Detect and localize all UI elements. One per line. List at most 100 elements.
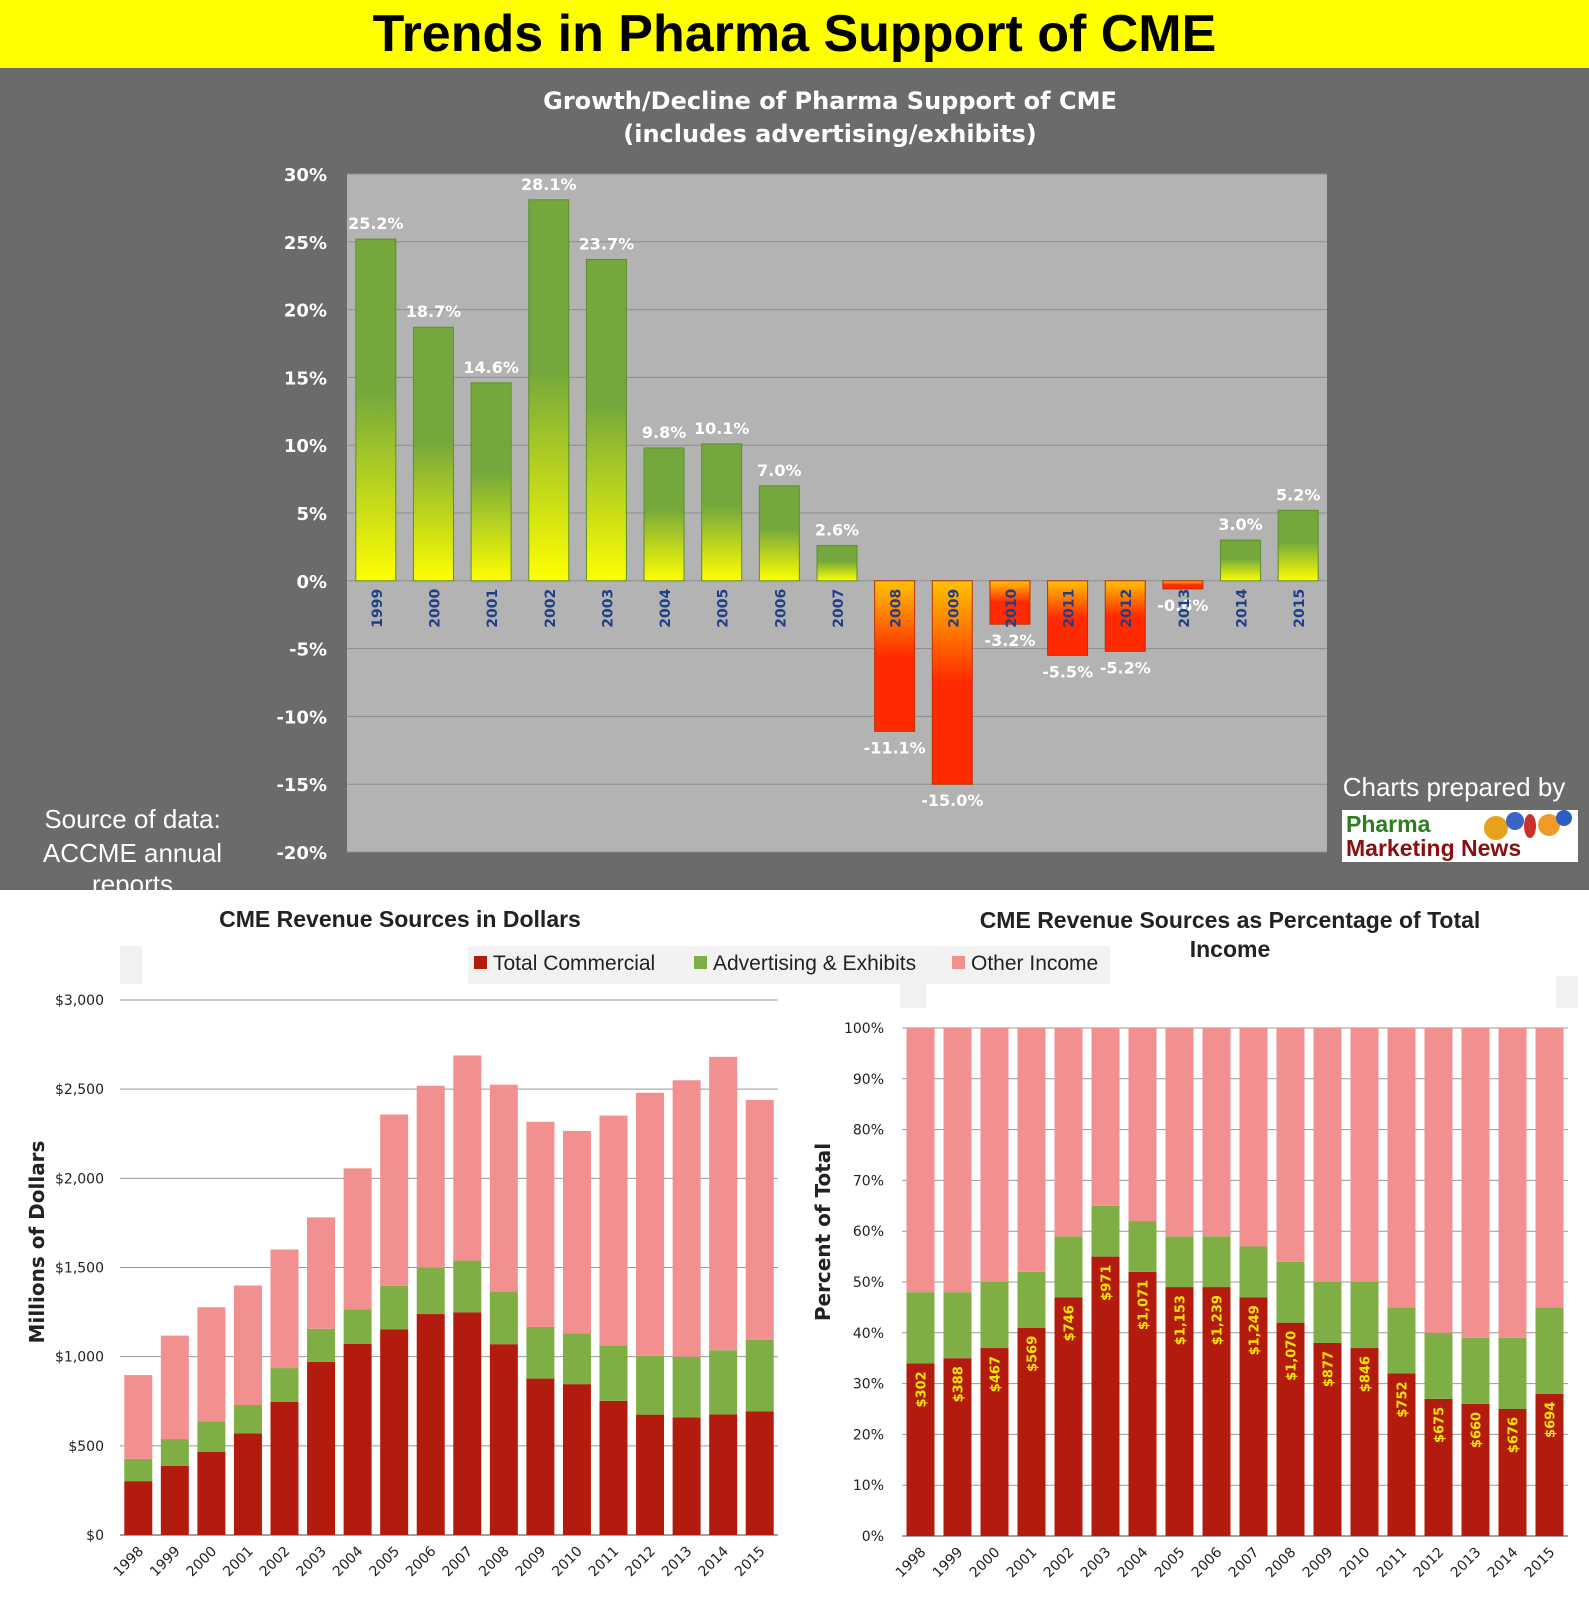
y-tick-label: 0%	[296, 572, 327, 593]
logo-pill-icon	[1538, 814, 1560, 836]
data-label: $1,239	[1211, 1295, 1226, 1345]
y-tick-label: 5%	[296, 504, 327, 525]
bar-segment	[636, 1355, 665, 1415]
y-tick-label: $1,500	[55, 1261, 104, 1277]
bar-segment	[307, 1328, 336, 1362]
data-label: $660	[1470, 1412, 1485, 1448]
data-label: $388	[952, 1366, 967, 1402]
data-label: $694	[1544, 1402, 1559, 1438]
x-tick-label: 2009	[946, 589, 962, 628]
x-tick-label: 2012	[1411, 1545, 1448, 1582]
bar	[989, 580, 1031, 625]
data-label: 10.1%	[694, 419, 750, 438]
growth-chart-subtitle: (includes advertising/exhibits)	[623, 120, 1037, 148]
logo-line-2: Marketing News	[1346, 835, 1522, 861]
data-label: $746	[1063, 1305, 1078, 1341]
y-tick-label: 60%	[853, 1224, 884, 1240]
y-tick-label: -15%	[276, 775, 327, 796]
legend: Total Commercial Advertising & Exhibits …	[468, 946, 1110, 984]
legend-shade	[900, 976, 926, 1008]
bar-segment	[1350, 1348, 1379, 1536]
bar	[874, 580, 916, 732]
bar-segment	[980, 1348, 1009, 1536]
bar-segment	[1387, 1307, 1416, 1374]
legend-swatch	[474, 956, 487, 969]
data-label: 5.2%	[1276, 485, 1320, 504]
bar-segment	[1091, 1028, 1120, 1206]
bar-segment	[1017, 1028, 1046, 1272]
growth-chart-title: Growth/Decline of Pharma Support of CME	[543, 87, 1117, 115]
bar-segment	[1128, 1221, 1157, 1272]
bar-segment	[562, 1384, 591, 1535]
x-tick-label: 2005	[1152, 1545, 1189, 1582]
bar-segment	[343, 1309, 372, 1345]
bar	[1104, 580, 1146, 652]
legend-shade	[120, 946, 142, 984]
x-tick-label: 2000	[967, 1545, 1004, 1582]
bar-segment	[1313, 1342, 1342, 1536]
legend-shade	[1556, 976, 1578, 1008]
bar-segment	[636, 1414, 665, 1535]
bar-segment	[1498, 1337, 1527, 1409]
data-label: $1,070	[1285, 1331, 1300, 1381]
bar-segment	[1424, 1332, 1453, 1399]
data-label: $676	[1507, 1417, 1522, 1453]
legend-label: Advertising & Exhibits	[713, 952, 917, 975]
y-tick-label: 30%	[284, 165, 327, 186]
x-tick-label: 1998	[893, 1545, 930, 1582]
bar-segment	[197, 1451, 226, 1535]
x-tick-label: 2011	[1062, 589, 1078, 628]
x-tick-label: 2004	[658, 589, 674, 628]
data-label: $752	[1396, 1381, 1411, 1417]
bar-segment	[943, 1358, 972, 1536]
y-tick-label: $0	[86, 1528, 104, 1544]
dollars-chart-title: CME Revenue Sources in Dollars	[219, 906, 581, 932]
bar	[1277, 509, 1319, 582]
bar-segment	[562, 1333, 591, 1385]
bar-segment	[599, 1400, 628, 1535]
bar-segment	[672, 1080, 701, 1357]
y-tick-label: 50%	[853, 1275, 884, 1291]
x-tick-label: 2010	[1337, 1545, 1374, 1582]
bar	[1047, 580, 1089, 656]
bar-segment	[526, 1121, 555, 1327]
data-label: $569	[1026, 1336, 1041, 1372]
bar-segment	[943, 1292, 972, 1359]
bar-segment	[709, 1414, 738, 1535]
y-tick-label: 90%	[853, 1072, 884, 1088]
data-label: 14.6%	[463, 358, 519, 377]
bar-segment	[1387, 1373, 1416, 1536]
bar-segment	[1498, 1028, 1527, 1338]
data-label: -15.0%	[921, 791, 983, 810]
bar-segment	[1165, 1236, 1194, 1288]
x-tick-label: 2012	[1119, 589, 1135, 628]
bar-segment	[1017, 1271, 1046, 1328]
credit-text: Charts prepared by	[1342, 772, 1566, 802]
data-label: $877	[1322, 1351, 1337, 1387]
legend-label: Other Income	[971, 952, 1099, 975]
bar-segment	[380, 1285, 409, 1330]
bar-segment	[307, 1217, 336, 1329]
bar-segment	[1239, 1028, 1268, 1247]
bar-segment	[709, 1056, 738, 1351]
bar-segment	[599, 1115, 628, 1346]
bar-segment	[197, 1421, 226, 1452]
bar-segment	[1424, 1028, 1453, 1333]
legend-item-other-income: Other Income	[952, 952, 1098, 976]
y-tick-label: $3,000	[55, 993, 104, 1009]
bar-segment	[980, 1028, 1009, 1282]
y-tick-label: -10%	[276, 707, 327, 728]
bar	[758, 485, 800, 582]
bar-segment	[453, 1260, 482, 1313]
x-tick-label: 2009	[1300, 1545, 1337, 1582]
x-tick-label: 2010	[1004, 589, 1020, 628]
bar-segment	[233, 1404, 262, 1434]
bar-segment	[343, 1344, 372, 1535]
bar-segment	[270, 1401, 299, 1535]
x-tick-label: 2001	[485, 589, 501, 628]
bar-segment	[1350, 1028, 1379, 1282]
percent-chart-title: CME Revenue Sources as Percentage of Tot…	[979, 907, 1481, 933]
x-tick-label: 2003	[600, 589, 616, 628]
bar	[1220, 539, 1262, 582]
